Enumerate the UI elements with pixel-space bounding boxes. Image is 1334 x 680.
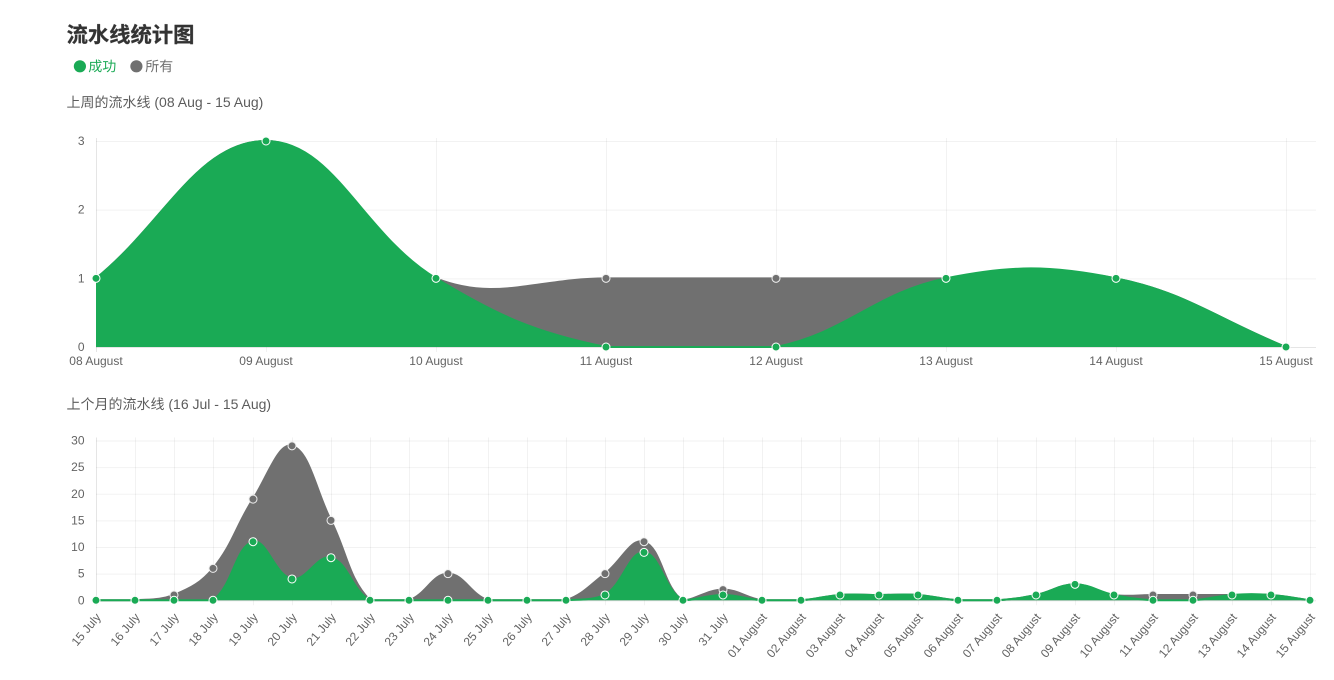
svg-text:0: 0 [78,593,85,607]
svg-text:0: 0 [78,340,85,354]
svg-text:08 August: 08 August [69,354,123,368]
svg-text:21 July: 21 July [304,611,339,649]
svg-text:20 July: 20 July [265,611,300,649]
svg-text:16 July: 16 July [108,611,143,649]
svg-text:06 August: 06 August [921,610,966,660]
svg-text:24 July: 24 July [421,611,456,649]
svg-text:(16 Jul - 15 Aug): (16 Jul - 15 Aug) [168,396,271,412]
svg-text:10 August: 10 August [1077,610,1122,660]
svg-text:07 August: 07 August [960,610,1005,660]
svg-text:27 July: 27 July [539,611,574,649]
svg-text:15: 15 [71,513,85,527]
svg-text:3: 3 [78,134,85,148]
svg-text:25: 25 [71,460,85,474]
svg-text:05 August: 05 August [881,610,926,660]
svg-text:10: 10 [71,540,85,554]
svg-text:10 August: 10 August [409,354,463,368]
svg-text:26 July: 26 July [500,611,535,649]
svg-text:31 July: 31 July [696,611,731,649]
svg-text:03 August: 03 August [803,610,848,660]
svg-text:14 August: 14 August [1234,610,1279,660]
svg-text:13 August: 13 August [1195,610,1240,660]
svg-text:18 July: 18 July [186,611,221,649]
svg-text:25 July: 25 July [461,611,496,649]
svg-text:15 August: 15 August [1259,354,1313,368]
svg-text:(08 Aug - 15 Aug): (08 Aug - 15 Aug) [154,94,263,110]
svg-text:2: 2 [78,203,85,217]
svg-text:12 August: 12 August [749,354,803,368]
svg-text:29 July: 29 July [617,611,652,649]
svg-text:09 August: 09 August [239,354,293,368]
svg-text:13 August: 13 August [919,354,973,368]
svg-text:19 July: 19 July [226,611,261,649]
svg-text:28 July: 28 July [578,611,613,649]
svg-text:1: 1 [78,271,85,285]
svg-text:09 August: 09 August [1038,610,1083,660]
svg-text:30: 30 [71,434,85,448]
svg-text:08 August: 08 August [999,610,1044,660]
svg-text:17 July: 17 July [147,611,182,649]
svg-text:5: 5 [78,567,85,581]
svg-text:22 July: 22 July [343,611,378,649]
svg-text:01 August: 01 August [725,610,770,660]
svg-text:02 August: 02 August [764,610,809,660]
svg-text:14 August: 14 August [1089,354,1143,368]
svg-text:23 July: 23 July [382,611,417,649]
svg-text:15 July: 15 July [69,611,104,649]
svg-text:30 July: 30 July [656,611,691,649]
svg-text:20: 20 [71,487,85,501]
svg-text:11 August: 11 August [580,354,633,368]
svg-text:04 August: 04 August [842,610,887,660]
svg-text:15 August: 15 August [1273,610,1318,660]
svg-text:12 August: 12 August [1156,610,1201,660]
svg-text:11 August: 11 August [1116,610,1161,660]
